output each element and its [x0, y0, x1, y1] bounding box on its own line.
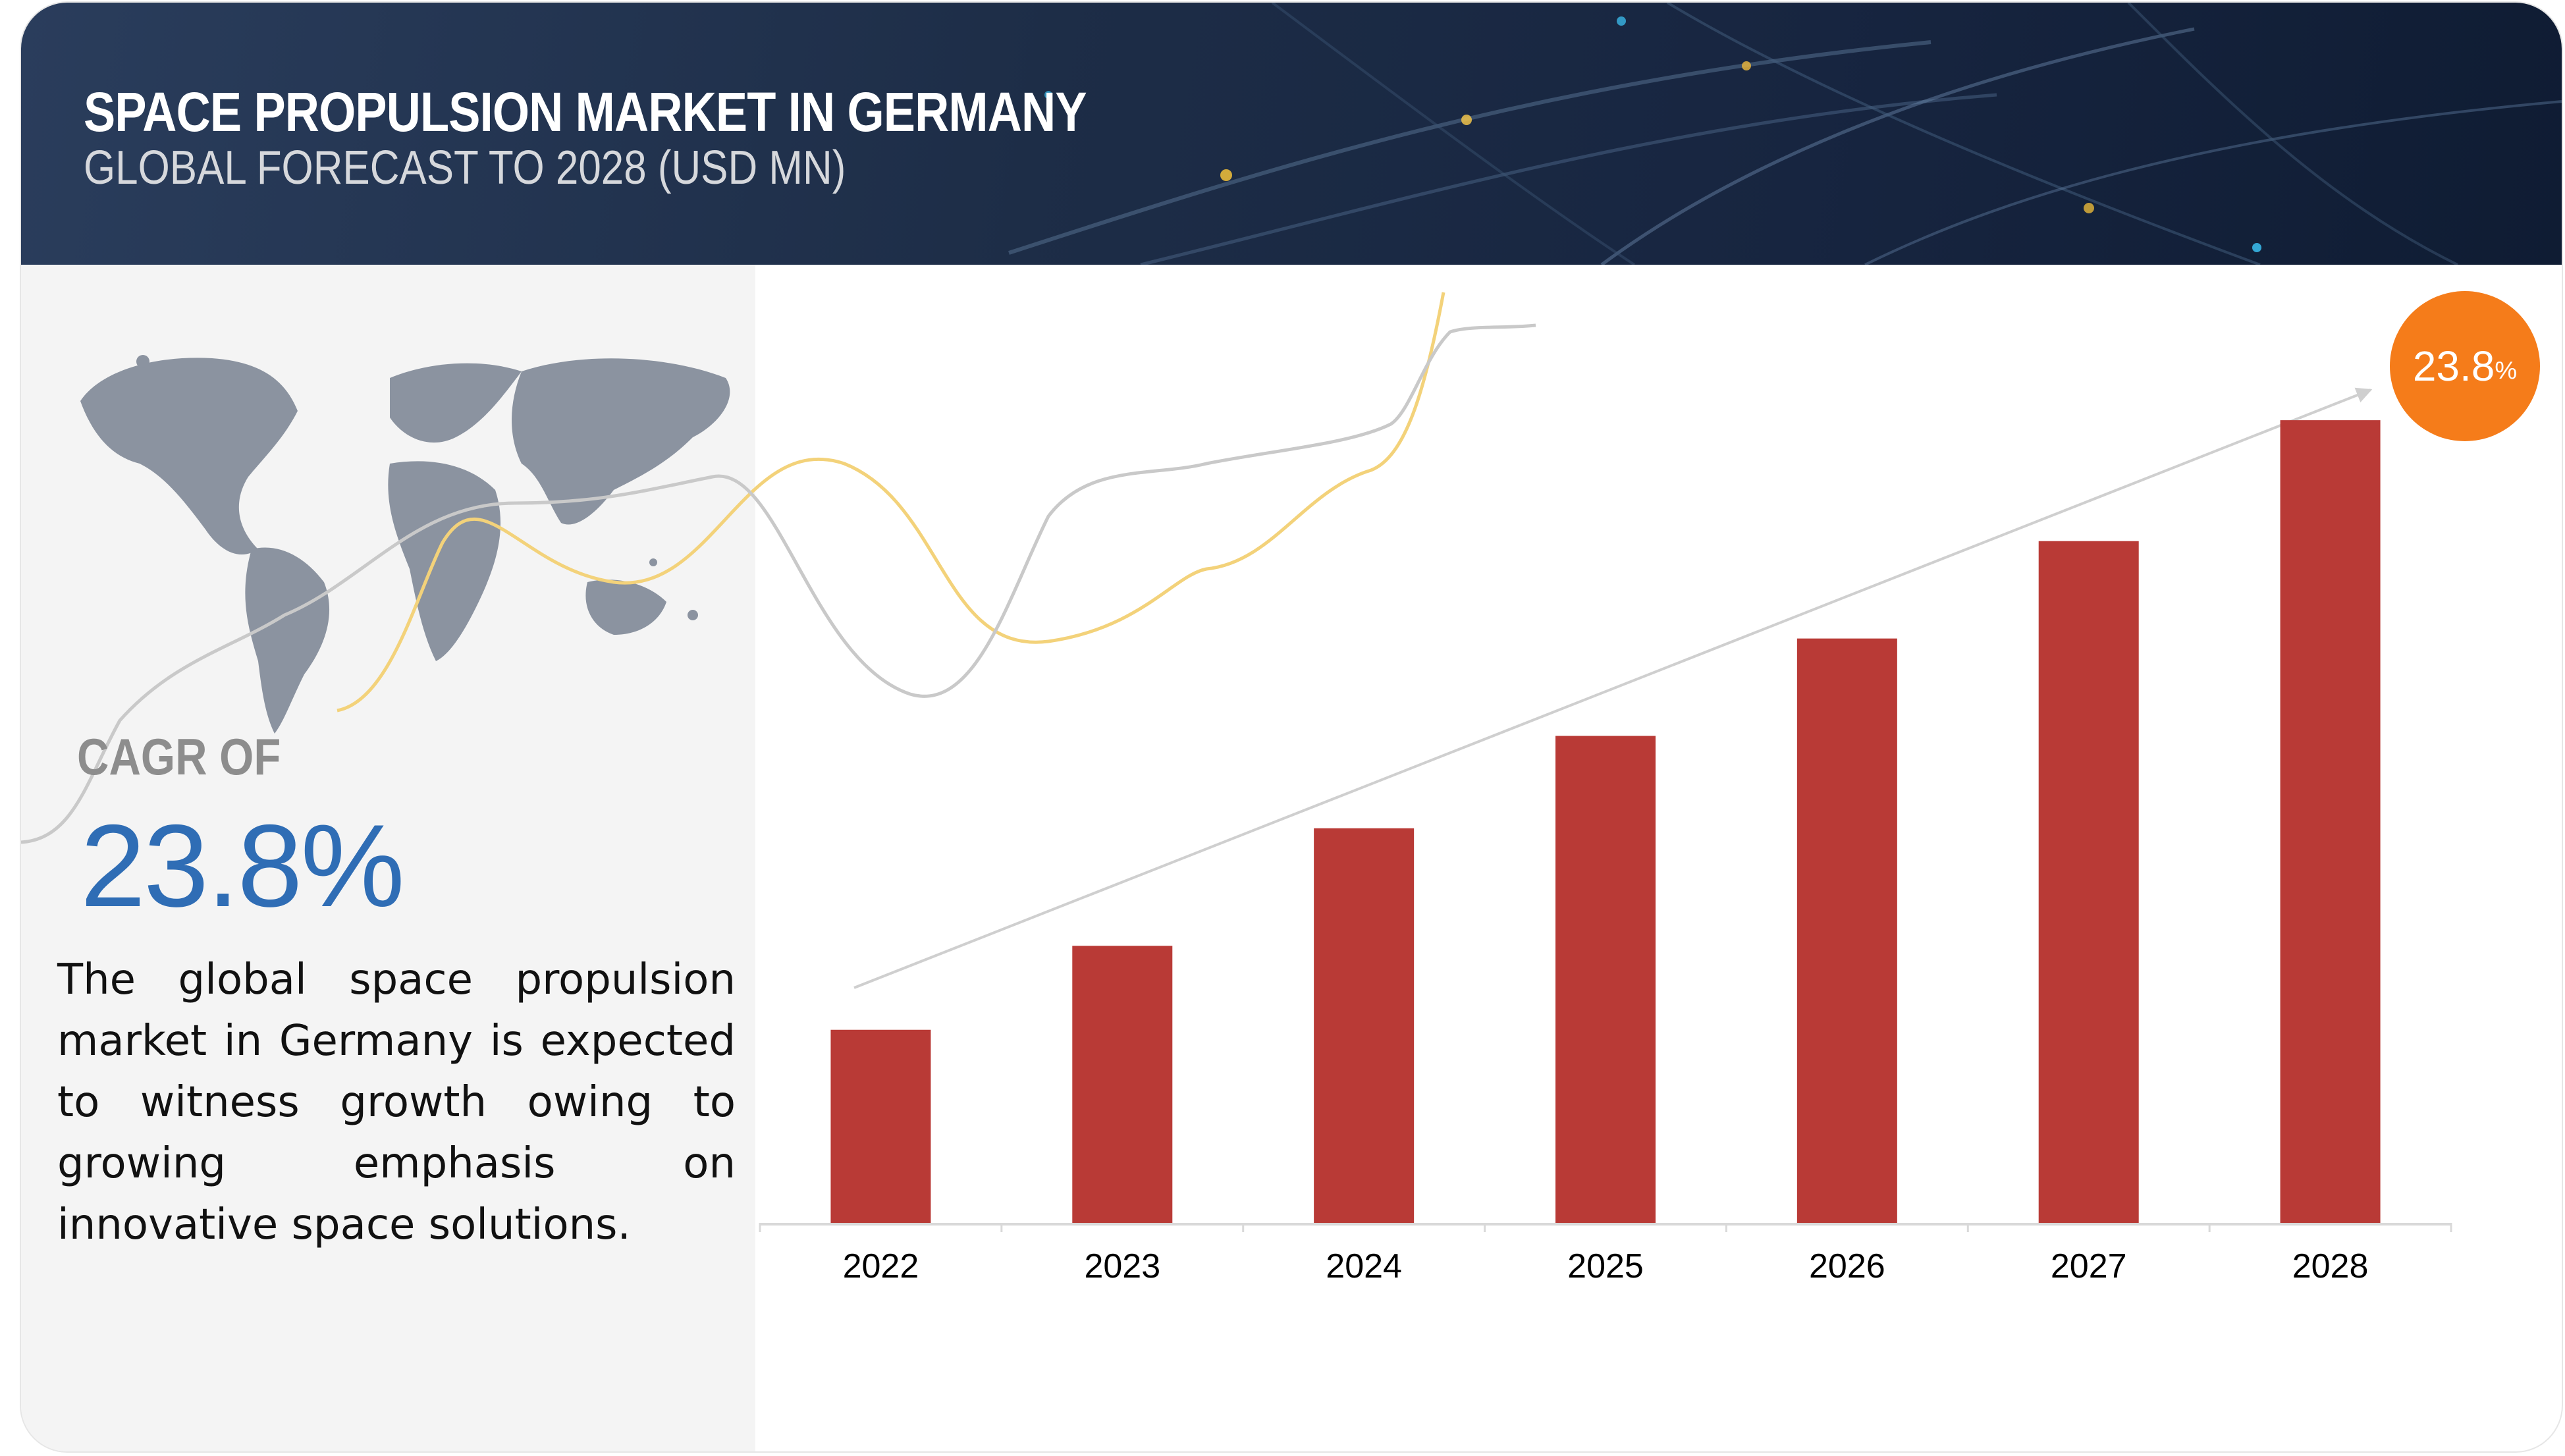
bar-chart: 2022 2023 2024 2025 2026 2027 2028	[759, 387, 2452, 1285]
cagr-value: 23.8%	[80, 800, 405, 931]
x-tick-label-2024: 2024	[1326, 1247, 1402, 1285]
x-tick-label-2028: 2028	[2292, 1247, 2369, 1285]
x-tick-label-2023: 2023	[1084, 1247, 1160, 1285]
x-tick-label-2027: 2027	[2051, 1247, 2127, 1285]
bar-2024	[1314, 828, 1415, 1223]
cagr-badge-unit: %	[2495, 356, 2518, 385]
fiber-optic-background	[1008, 3, 2562, 265]
bar-2026	[1796, 638, 1897, 1223]
market-description: The global space propulsion market in Ge…	[57, 956, 736, 1249]
bar-2022	[830, 1029, 931, 1223]
cagr-label: CAGR OF	[77, 728, 281, 786]
trend-arrow	[853, 387, 2373, 989]
header-banner: SPACE PROPULSION MARKET IN GERMANY GLOBA…	[21, 3, 2562, 265]
bar-2028	[2280, 420, 2381, 1223]
cagr-badge-value: 23.8	[2412, 342, 2495, 390]
x-tick-label-2022: 2022	[843, 1247, 919, 1285]
x-tick-label-2025: 2025	[1567, 1247, 1644, 1285]
page-title: SPACE PROPULSION MARKET IN GERMANY	[84, 81, 1087, 143]
bar-2025	[1555, 736, 1656, 1223]
bar-2027	[2038, 541, 2139, 1224]
page-subtitle: GLOBAL FORECAST TO 2028 (USD MN)	[84, 142, 846, 194]
cagr-badge: 23.8%	[2390, 291, 2540, 441]
bar-2023	[1072, 946, 1173, 1223]
infographic-card: SPACE PROPULSION MARKET IN GERMANY GLOBA…	[21, 3, 2562, 1451]
x-tick-label-2026: 2026	[1809, 1247, 1885, 1285]
